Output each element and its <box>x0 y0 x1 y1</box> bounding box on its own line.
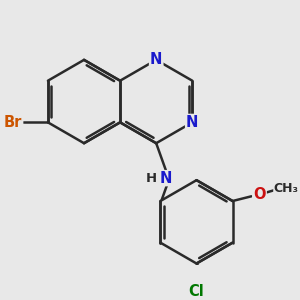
Text: N: N <box>160 171 172 186</box>
Text: N: N <box>150 52 162 68</box>
Text: CH₃: CH₃ <box>274 182 299 195</box>
Text: Cl: Cl <box>189 284 204 299</box>
Text: Br: Br <box>4 115 22 130</box>
Text: O: O <box>253 187 266 202</box>
Text: N: N <box>186 115 199 130</box>
Text: H: H <box>145 172 156 185</box>
